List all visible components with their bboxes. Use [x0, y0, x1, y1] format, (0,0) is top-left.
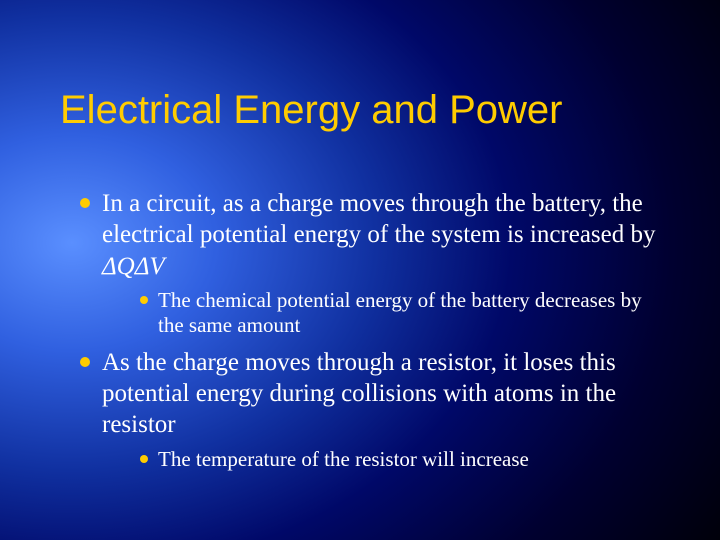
slide: Electrical Energy and Power In a circuit… [0, 0, 720, 540]
bullet-text: In a circuit, as a charge moves through … [102, 188, 670, 282]
bullet-dot-icon [80, 198, 90, 208]
bullet-math: ΔQΔV [102, 253, 165, 280]
bullet-text-pre: In a circuit, as a charge moves through … [102, 190, 656, 248]
bullet-dot-icon [140, 296, 148, 304]
slide-title: Electrical Energy and Power [60, 88, 680, 133]
slide-body: In a circuit, as a charge moves through … [80, 180, 670, 474]
bullet-item: In a circuit, as a charge moves through … [80, 188, 670, 282]
bullet-item: The temperature of the resistor will inc… [140, 447, 670, 473]
bullet-text: As the charge moves through a resistor, … [102, 347, 670, 441]
bullet-dot-icon [80, 357, 90, 367]
bullet-item: As the charge moves through a resistor, … [80, 347, 670, 441]
bullet-text: The temperature of the resistor will inc… [158, 447, 529, 473]
title-text: Electrical Energy and Power [60, 88, 562, 132]
bullet-text: The chemical potential energy of the bat… [158, 288, 670, 339]
bullet-item: The chemical potential energy of the bat… [140, 288, 670, 339]
bullet-dot-icon [140, 455, 148, 463]
